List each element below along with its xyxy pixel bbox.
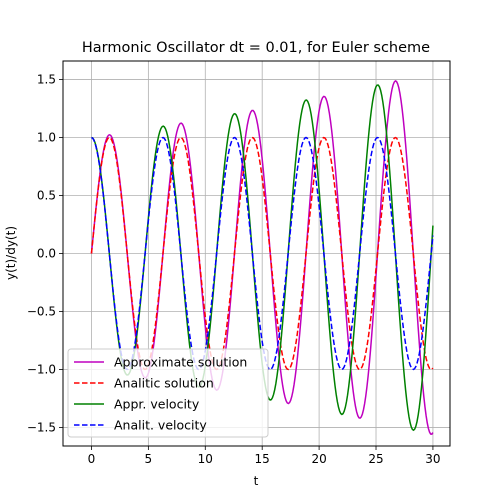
- y-tick-label: −1.0: [27, 362, 56, 376]
- x-tick-label: 30: [425, 452, 440, 466]
- y-tick-label: 0.5: [37, 189, 56, 203]
- y-axis-label: y(t)/dy(t): [4, 226, 18, 280]
- x-tick-label: 10: [198, 452, 213, 466]
- y-tick-label: 0.0: [37, 247, 56, 261]
- chart-title: Harmonic Oscillator dt = 0.01, for Euler…: [82, 40, 430, 56]
- legend-label: Analit. velocity: [114, 418, 207, 433]
- x-tick-label: 5: [145, 452, 153, 466]
- legend-label: Appr. velocity: [114, 397, 200, 412]
- x-tick-label: 25: [368, 452, 383, 466]
- x-tick-label: 0: [88, 452, 96, 466]
- x-tick-label: 20: [311, 452, 326, 466]
- y-tick-label: 1.0: [37, 131, 56, 145]
- y-tick-label: 1.5: [37, 73, 56, 87]
- x-axis-label: t: [254, 474, 259, 488]
- ticks: 0 5 10 15 20 25 30 −1.5 −1.0 −0.5 0.0 0.5 1.0 1.5: [27, 73, 441, 466]
- legend-label: Approximate solution: [114, 355, 247, 370]
- legend: Approximate solution Analitic solution App…: [67, 348, 269, 438]
- y-tick-label: −1.5: [27, 420, 56, 434]
- legend-box: [67, 348, 269, 438]
- legend-label: Analitic solution: [114, 376, 214, 391]
- y-tick-label: −0.5: [27, 304, 56, 318]
- series-line-3: [91, 136, 434, 371]
- x-tick-label: 15: [255, 452, 270, 466]
